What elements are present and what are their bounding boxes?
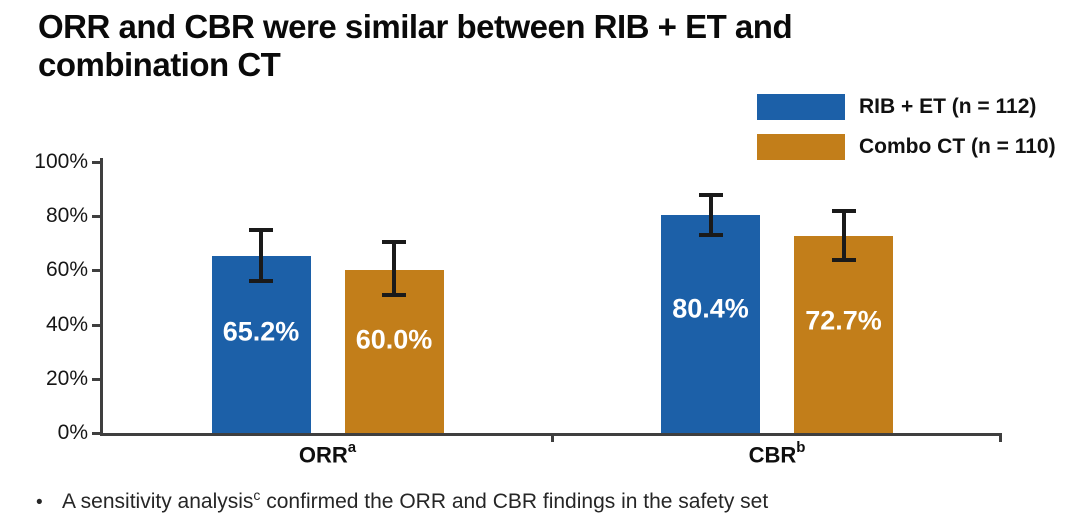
footnote-text-post: confirmed the ORR and CBR findings in th…	[260, 490, 769, 513]
x-axis-mid-tick	[551, 434, 554, 442]
legend-label-rib-et: RIB + ET (n = 112)	[859, 95, 1037, 118]
bar-value-label: 72.7%	[805, 305, 882, 336]
bar-orr-combo-ct	[344, 270, 444, 433]
x-axis-category-orr: ORRa	[298, 439, 357, 468]
y-axis-tick	[92, 377, 101, 381]
footnote-bullet: • A sensitivity analysisc confirmed the O…	[36, 487, 768, 514]
y-axis-tick	[92, 215, 101, 219]
y-axis-label: 60%	[45, 258, 88, 282]
error-bar-cap	[249, 227, 273, 232]
y-axis-tick	[92, 161, 101, 164]
error-bar-line	[841, 210, 846, 260]
error-bar-cap	[831, 257, 856, 262]
y-axis-tick	[92, 269, 101, 273]
error-bar-line	[708, 194, 713, 236]
error-bar-cap	[698, 192, 723, 197]
legend-item-rib-et: RIB + ET (n = 112)	[757, 94, 1056, 120]
footnote-text-pre: A sensitivity analysis	[62, 490, 254, 513]
y-axis-label: 80%	[45, 204, 88, 228]
error-bar-line	[259, 229, 263, 282]
bullet-icon: •	[36, 492, 43, 513]
y-axis-line	[100, 158, 103, 436]
y-axis-tick	[92, 432, 101, 435]
footnote-superscript: c	[253, 487, 261, 503]
bar-cbr-rib-et	[661, 215, 760, 433]
bar-cbr-combo-ct	[794, 235, 893, 433]
y-axis-label: 20%	[45, 366, 88, 390]
y-axis-label: 0%	[57, 421, 88, 444]
error-bar-cap	[382, 239, 406, 244]
slide-title-line1: ORR and CBR were similar between RIB + E…	[38, 8, 793, 45]
x-axis-end-tick	[999, 434, 1002, 442]
legend-swatch-combo-ct	[757, 134, 845, 160]
bar-orr-rib-et	[211, 256, 311, 433]
error-bar-cap	[698, 233, 723, 238]
bar-value-label: 65.2%	[222, 316, 300, 347]
x-axis-category-cbr: CBRb	[748, 439, 806, 468]
slide-title: ORR and CBR were similar between RIB + E…	[38, 8, 1048, 84]
error-bar-cap	[382, 292, 406, 297]
bar-value-label: 80.4%	[672, 293, 749, 324]
legend: RIB + ET (n = 112) Combo CT (n = 110)	[757, 94, 1056, 160]
bar-value-label: 60.0%	[355, 324, 433, 355]
y-axis-label: 100%	[34, 150, 88, 173]
legend-swatch-rib-et	[757, 94, 845, 120]
legend-label-combo-ct: Combo CT (n = 110)	[859, 135, 1056, 158]
error-bar-cap	[831, 208, 856, 213]
y-axis-tick	[92, 323, 101, 327]
legend-item-combo-ct: Combo CT (n = 110)	[757, 134, 1056, 160]
error-bar-cap	[249, 279, 273, 284]
y-axis-label: 40%	[45, 312, 88, 336]
error-bar-line	[392, 241, 396, 295]
slide-title-line2: combination CT	[38, 46, 281, 83]
